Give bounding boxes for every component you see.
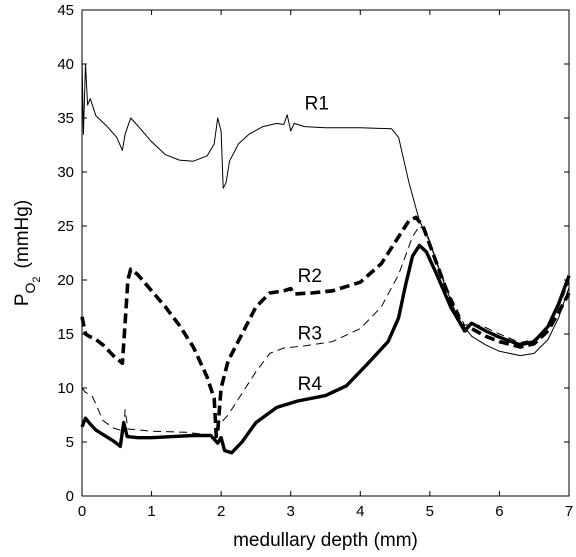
y-axis-label-unit: (mmHg) [12,200,33,269]
y-axis-label: PO2 (mmHg) [12,200,43,306]
x-tick-label: 7 [565,503,573,520]
y-tick-label: 20 [57,272,74,289]
x-axis-label: medullary depth (mm) [233,530,418,551]
y-axis-label-symbol: P [12,293,33,306]
x-tick-label: 5 [426,503,434,520]
series-label-r2: R2 [298,266,322,287]
series-label-r1: R1 [305,93,329,114]
series-line-r3 [81,225,570,436]
x-axis-ticks: 0 1 2 3 4 5 6 7 [78,10,573,520]
x-tick-label: 3 [287,503,295,520]
y-axis-label-subscript: O [22,282,38,293]
series-label-r3: R3 [298,323,322,344]
y-tick-label: 35 [57,110,74,127]
series-labels: R1 R2 R3 R4 [298,93,329,395]
y-tick-label: 10 [57,380,74,397]
x-tick-label: 2 [217,503,225,520]
plot-area-frame [81,9,570,497]
y-tick-label: 45 [57,2,74,19]
x-tick-label: 4 [356,503,364,520]
x-tick-label: 0 [78,503,86,520]
y-tick-label: 5 [66,434,74,451]
y-axis-label-subscript-2: 2 [31,276,43,282]
y-axis-ticks: 0 5 10 15 20 25 30 35 40 45 [57,2,569,505]
x-tick-label: 6 [495,503,503,520]
y-tick-label: 15 [57,326,74,343]
series-lines [80,58,571,455]
series-label-r4: R4 [298,374,323,395]
x-tick-label: 1 [147,503,155,520]
y-tick-label: 0 [66,488,74,505]
y-tick-label: 40 [57,56,74,73]
y-tick-label: 25 [57,218,74,235]
series-line-r2 [80,215,571,439]
series-line-r4 [80,243,571,455]
y-tick-label: 30 [57,164,74,181]
